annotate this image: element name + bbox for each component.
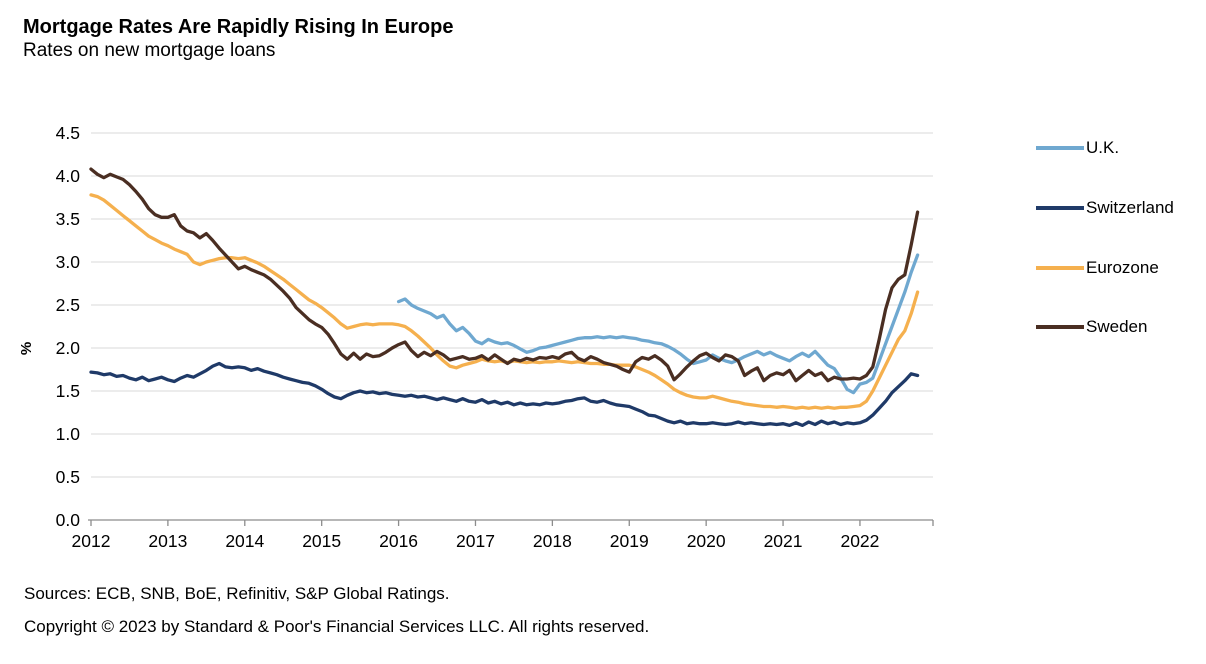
legend-item-uk: U.K. [1036, 138, 1119, 158]
x-tick-label: 2015 [302, 531, 341, 551]
legend-line-swatch-uk [1036, 146, 1084, 150]
x-tick-label: 2012 [72, 531, 111, 551]
y-tick-label: 2.0 [56, 338, 81, 358]
series-line-uk [396, 253, 920, 395]
y-tick-label: 3.0 [56, 252, 81, 272]
x-tick-label: 2017 [456, 531, 495, 551]
x-tick-label: 2016 [379, 531, 418, 551]
chart-footer: Sources: ECB, SNB, BoE, Refinitiv, S&P G… [24, 584, 649, 650]
series-line-sweden [89, 167, 920, 383]
legend-line-swatch-sweden [1036, 325, 1084, 329]
copyright-text: Copyright © 2023 by Standard & Poor's Fi… [24, 617, 650, 636]
y-tick-label: 1.0 [56, 424, 81, 444]
chart-subtitle: Rates on new mortgage loans [23, 40, 276, 61]
x-tick-label: 2013 [148, 531, 187, 551]
x-tick-label: 2020 [687, 531, 726, 551]
x-tick-label: 2019 [610, 531, 649, 551]
legend-item-sweden: Sweden [1036, 317, 1147, 337]
y-tick-label: 0.5 [56, 467, 80, 487]
legend-line-swatch-switzerland [1036, 206, 1084, 210]
x-tick-label: 2014 [225, 531, 264, 551]
legend-label-sweden: Sweden [1086, 317, 1148, 336]
chart-title: Mortgage Rates Are Rapidly Rising In Eur… [23, 16, 454, 38]
series-line-switzerland [89, 361, 920, 428]
legend-line-swatch-eurozone [1036, 266, 1084, 270]
x-tick-label: 2018 [533, 531, 572, 551]
y-tick-label: 4.0 [56, 166, 81, 186]
legend-item-eurozone: Eurozone [1036, 258, 1159, 278]
legend-item-switzerland: Switzerland [1036, 198, 1174, 218]
y-tick-label: 3.5 [56, 209, 80, 229]
chart-header: Mortgage Rates Are Rapidly Rising In Eur… [23, 14, 453, 63]
sources-text: Sources: ECB, SNB, BoE, Refinitiv, S&P G… [24, 584, 450, 603]
legend-label-switzerland: Switzerland [1086, 198, 1174, 217]
x-tick-label: 2022 [840, 531, 879, 551]
legend-label-uk: U.K. [1086, 138, 1120, 157]
y-tick-label: 0.0 [56, 510, 81, 530]
y-tick-label: 4.5 [56, 123, 80, 143]
y-tick-label: 1.5 [56, 381, 80, 401]
y-tick-label: 2.5 [56, 295, 80, 315]
x-tick-label: 2021 [764, 531, 803, 551]
y-axis-label: % [18, 342, 35, 355]
legend-label-eurozone: Eurozone [1086, 258, 1159, 277]
